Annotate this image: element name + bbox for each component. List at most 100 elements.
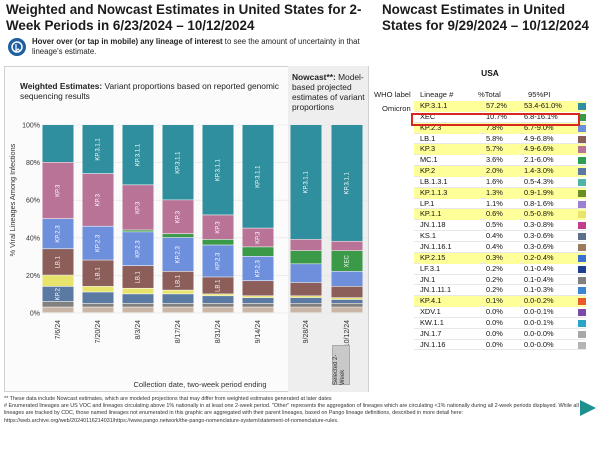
bar-segment-jn-1[interactable] — [82, 303, 114, 307]
bar-segment-kp-3[interactable] — [82, 173, 114, 226]
bar-segment-xec[interactable] — [242, 247, 274, 256]
bar-segment-xec[interactable] — [122, 230, 154, 232]
bar-segment-kp-2-3[interactable] — [242, 256, 274, 281]
bar-segment-kp-1-1[interactable] — [290, 296, 322, 298]
bar-segment-kp-3-1-1[interactable] — [162, 125, 194, 200]
bar-segment-kp-2-3[interactable] — [202, 245, 234, 277]
lineage-row[interactable]: KP.1.1 0.6% 0.5-0.8% — [414, 209, 586, 221]
lineage-row[interactable]: KP.3 5.7% 4.9-6.6% — [414, 144, 586, 156]
bar-segment-lb-1[interactable] — [42, 249, 74, 275]
bar-segment-other[interactable] — [162, 307, 194, 313]
bar-segment-kp-3-1-1[interactable] — [82, 125, 114, 174]
bar-segment-kp-3-1-1[interactable] — [331, 125, 363, 241]
lineage-pi: 4.9-6.8% — [524, 133, 554, 143]
lineage-row[interactable]: XEC 10.7% 6.8-16.1% — [414, 112, 586, 123]
bar-segment-lb-1[interactable] — [290, 282, 322, 296]
lineage-pi: 0.0-0.1% — [524, 307, 554, 317]
bar-segment-jn-1[interactable] — [122, 303, 154, 307]
bar-segment-kp-3-1-1[interactable] — [42, 125, 74, 162]
bar-segment-kp-3-1-1[interactable] — [202, 125, 234, 215]
bar-segment-lb-1[interactable] — [331, 286, 363, 298]
lineage-row[interactable]: JN.1.18 0.5% 0.3-0.8% — [414, 220, 586, 232]
lineage-pi: 4.9-6.6% — [524, 144, 586, 156]
bar-segment-kp-1-1[interactable] — [162, 290, 194, 294]
bar-segment-kp-3-1-1[interactable] — [242, 125, 274, 228]
bar-segment-kp-3[interactable] — [202, 215, 234, 240]
lineage-row[interactable]: LB.1.3.1 1.6% 0.5-4.3% — [414, 177, 586, 188]
bar-segment-kp-1-1[interactable] — [242, 296, 274, 298]
bar-segment-jn-1[interactable] — [242, 303, 274, 307]
bar-segment-kp-2[interactable] — [82, 292, 114, 303]
lineage-row[interactable]: LF.3.1 0.2% 0.1-0.4% — [414, 264, 586, 275]
lineage-row[interactable]: KS.1 0.4% 0.3-0.6% — [414, 231, 586, 242]
bar-segment-kp-3-1-1[interactable] — [290, 125, 322, 240]
bar-segment-xec[interactable] — [162, 234, 194, 238]
bar-segment-kp-1-1[interactable] — [202, 294, 234, 296]
bar-segment-xec[interactable] — [202, 239, 234, 245]
bar-segment-jn-1[interactable] — [162, 303, 194, 307]
lineage-row[interactable]: LB.1 5.8% 4.9-6.8% — [414, 134, 586, 145]
lineage-row[interactable]: KP.4.1 0.1% 0.0-0.2% — [414, 296, 586, 308]
bar-segment-kp-2-3[interactable] — [122, 232, 154, 266]
bar-segment-other[interactable] — [42, 307, 74, 313]
lineage-row[interactable]: MC.1 3.6% 2.1-6.0% — [414, 155, 586, 167]
bar-segment-lb-1[interactable] — [122, 266, 154, 288]
bar-segment-other[interactable] — [202, 307, 234, 313]
bar-segment-kp-3[interactable] — [290, 239, 322, 251]
bar-segment-xec[interactable] — [331, 250, 363, 272]
bar-segment-jn-1[interactable] — [290, 303, 322, 307]
bar-segment-kp-2-3[interactable] — [162, 237, 194, 272]
lineage-row[interactable]: JN.1.11.1 0.2% 0.1-0.3% — [414, 285, 586, 297]
bar-segment-kp-3[interactable] — [242, 228, 274, 247]
bar-segment-kp-3[interactable] — [331, 241, 363, 251]
lineage-row[interactable]: JN.1 0.2% 0.1-0.4% — [414, 275, 586, 286]
lineage-row[interactable]: XDV.1 0.0% 0.0-0.1% — [414, 307, 586, 318]
lineage-row[interactable]: KP.2.3 7.8% 6.7-9.0% — [414, 122, 586, 134]
lineage-row[interactable]: JN.1.7 0.0% 0.0-0.0% — [414, 329, 586, 340]
bar-segment-other[interactable] — [242, 307, 274, 313]
bar-segment-kp-2-3[interactable] — [42, 219, 74, 249]
bar-segment-kp-3-1-1[interactable] — [122, 125, 154, 185]
lineage-name: KP.4.1 — [420, 296, 480, 308]
lineage-row[interactable]: JN.1.16 0.0% 0.0-0.0% — [414, 340, 586, 351]
bar-segment-lb-1[interactable] — [202, 277, 234, 294]
bar-segment-kp-2-3[interactable] — [331, 271, 363, 287]
bar-segment-kp-1-1[interactable] — [42, 275, 74, 287]
bar-segment-kp-2[interactable] — [122, 294, 154, 303]
selected-period-label: Selected 2-Week — [333, 354, 346, 385]
bar-segment-kp-1-1[interactable] — [331, 297, 363, 300]
lineage-row[interactable]: LP.1 1.1% 0.8-1.6% — [414, 199, 586, 210]
lineage-row[interactable]: KP.3.1.1 57.2% 53.4-61.0% — [414, 101, 586, 112]
bar-segment-kp-2[interactable] — [162, 294, 194, 303]
bar-segment-lb-1[interactable] — [82, 260, 114, 287]
bar-segment-kp-1-1[interactable] — [122, 288, 154, 294]
lineage-row[interactable]: JN.1.16.1 0.4% 0.3-0.6% — [414, 242, 586, 253]
bar-segment-jn-1[interactable] — [331, 303, 363, 307]
bar-segment-xec[interactable] — [290, 250, 322, 264]
bar-segment-kp-3[interactable] — [122, 185, 154, 230]
bar-segment-other[interactable] — [122, 307, 154, 313]
bar-segment-jn-1[interactable] — [202, 303, 234, 307]
bar-segment-lb-1[interactable] — [242, 281, 274, 296]
bar-segment-kp-2[interactable] — [331, 299, 363, 303]
bar-segment-other[interactable] — [82, 307, 114, 313]
bar-segment-kp-2-3[interactable] — [82, 226, 114, 260]
bar-segment-kp-3[interactable] — [42, 162, 74, 219]
lineage-row[interactable]: KP.2.15 0.3% 0.2-0.4% — [414, 252, 586, 264]
bar-segment-other[interactable] — [331, 307, 363, 313]
lineage-name: XDV.1 — [420, 307, 441, 317]
bar-segment-jn-1[interactable] — [42, 301, 74, 307]
lineage-row[interactable]: KW.1.1 0.0% 0.0-0.1% — [414, 318, 586, 329]
lineage-row[interactable]: KP.2 2.0% 1.4-3.0% — [414, 166, 586, 177]
bar-segment-kp-2[interactable] — [42, 286, 74, 302]
bar-segment-kp-2[interactable] — [242, 297, 274, 303]
bar-segment-other[interactable] — [290, 307, 322, 313]
bar-segment-lb-1[interactable] — [162, 271, 194, 290]
bar-segment-kp-2[interactable] — [202, 296, 234, 303]
bar-segment-kp-2-3[interactable] — [290, 264, 322, 283]
bar-segment-kp-1-1[interactable] — [82, 286, 114, 292]
bar-segment-kp-3[interactable] — [162, 200, 194, 234]
bar-segment-kp-2[interactable] — [290, 297, 322, 303]
lineage-row[interactable]: KP.1.1.3 1.3% 0.9-1.9% — [414, 187, 586, 199]
lineage-pi: 0.1-0.3% — [524, 285, 554, 295]
